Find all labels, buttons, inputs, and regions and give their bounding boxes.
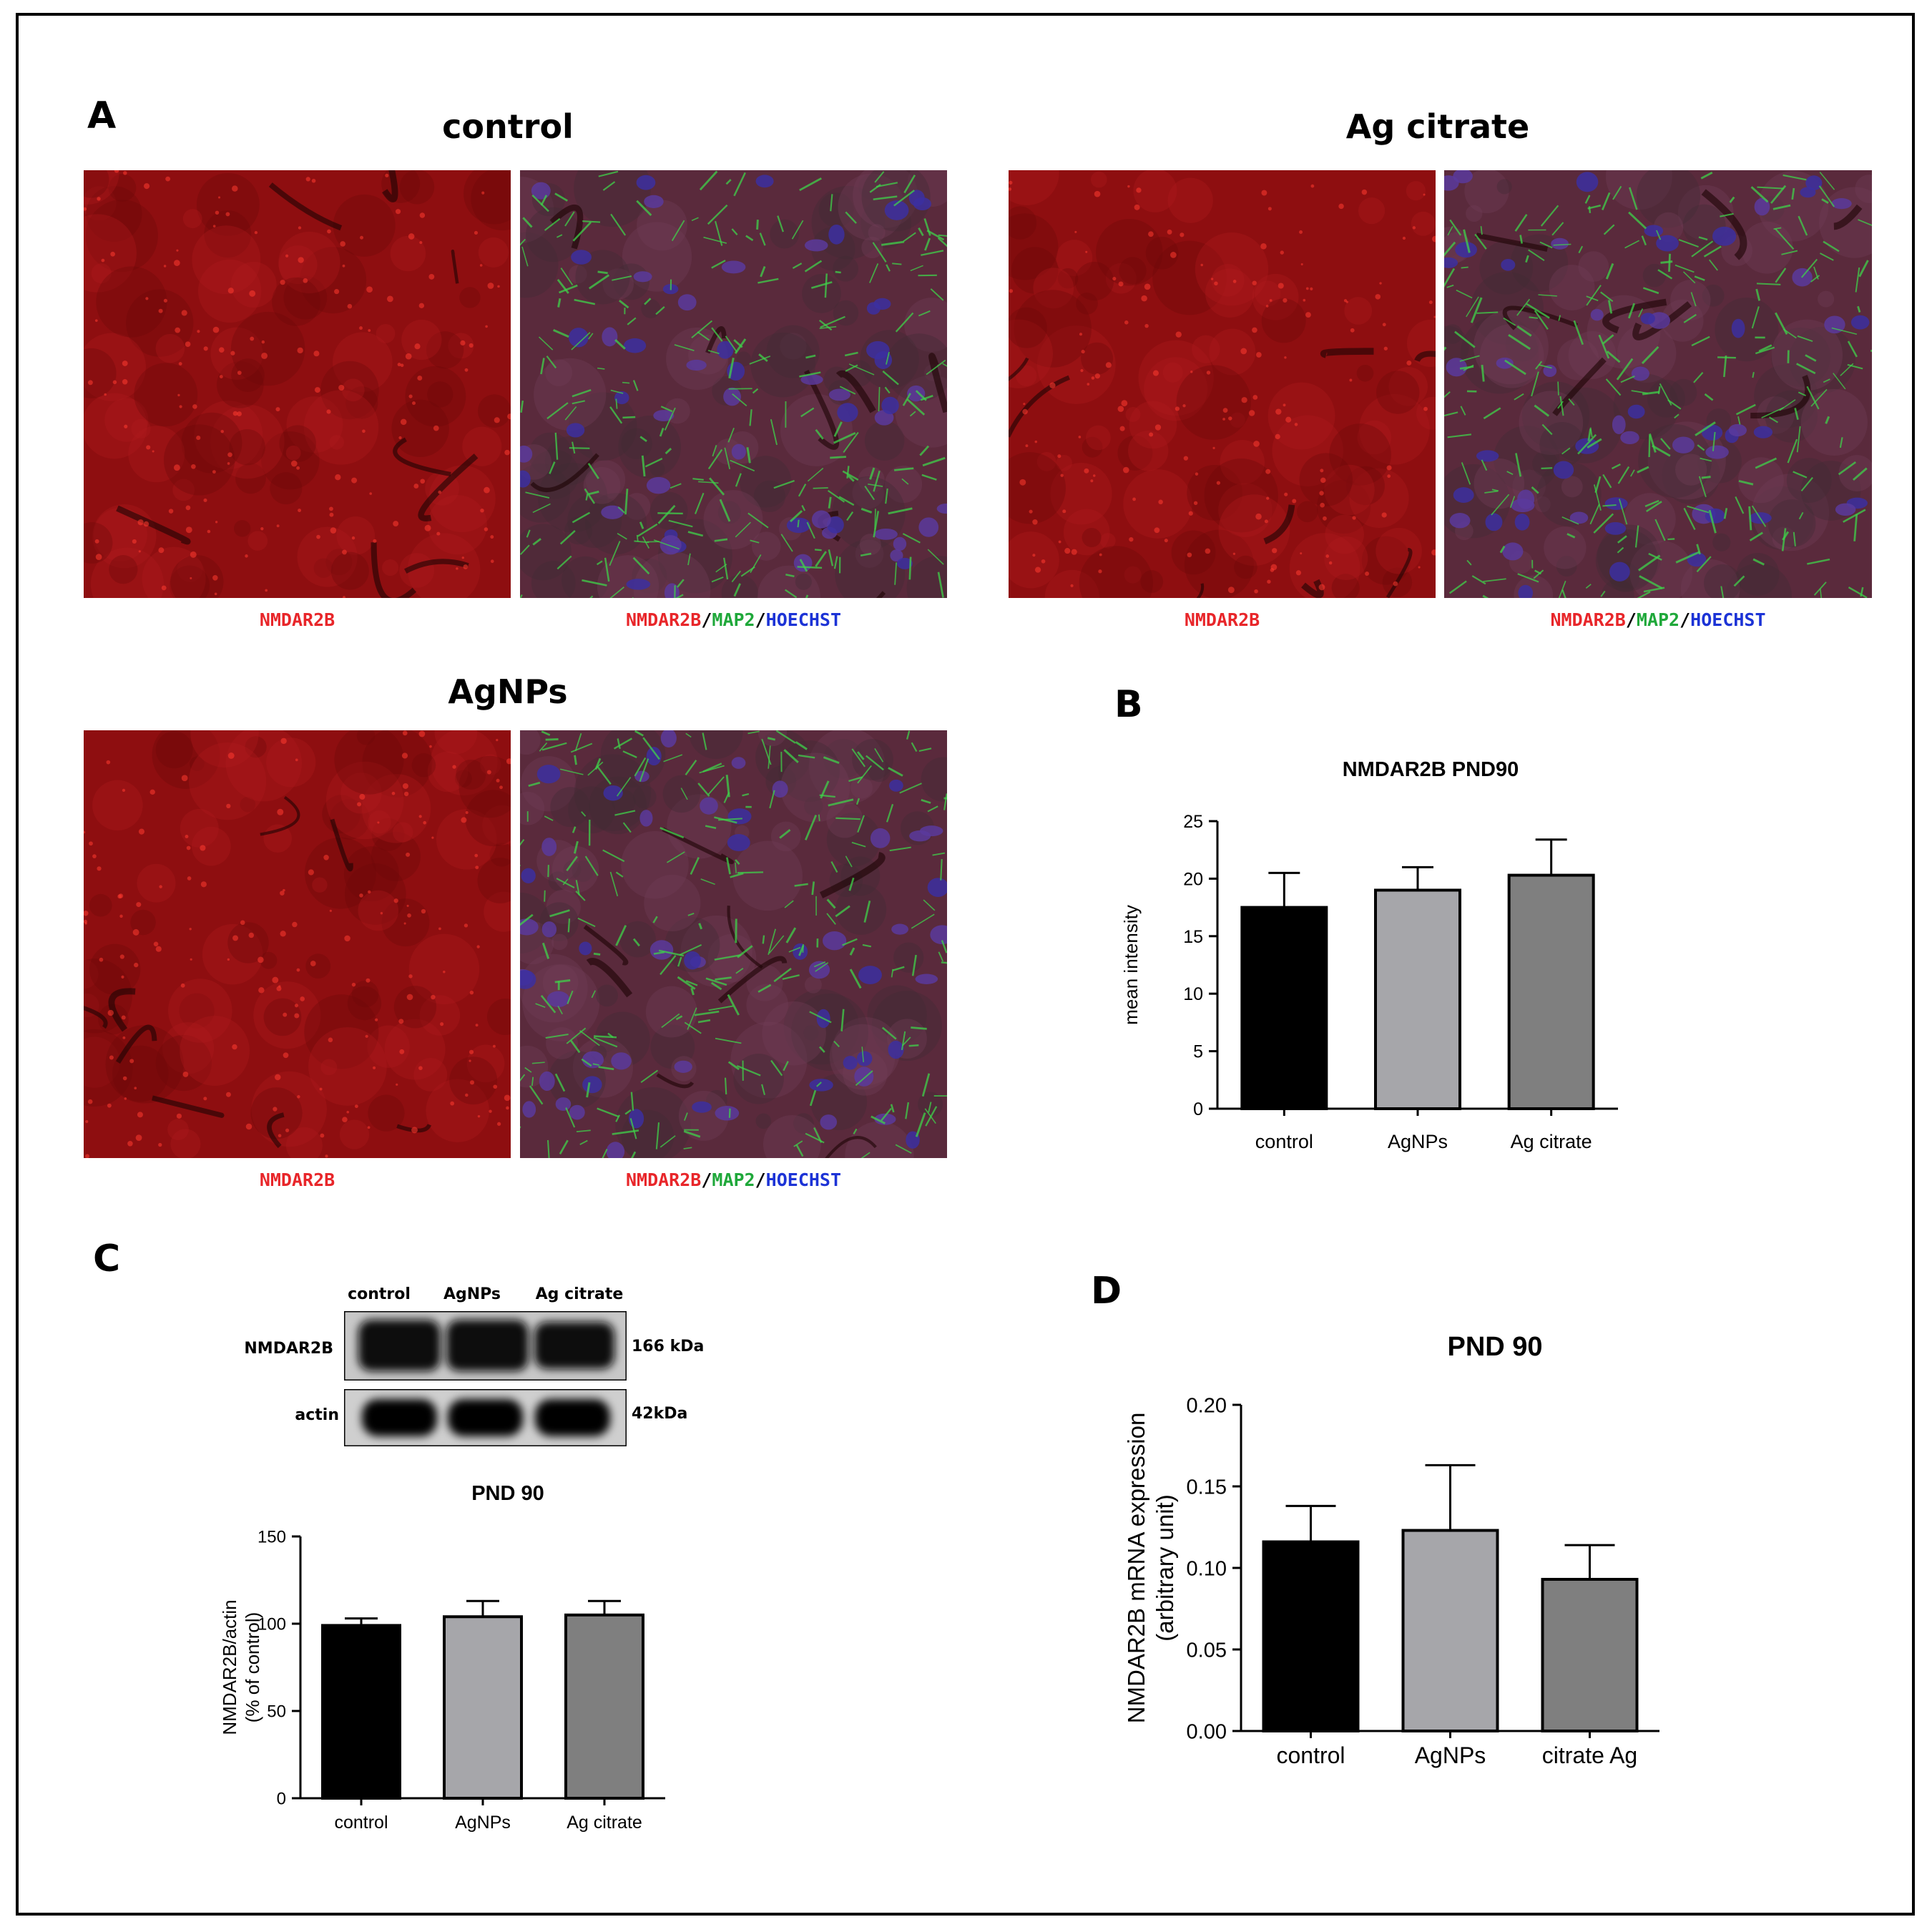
bar [1541, 1577, 1639, 1732]
y-tick-label: 20 [1183, 869, 1203, 889]
y-tick-label: 0 [277, 1790, 286, 1809]
caption-part-nmdar2b: NMDAR2B [1550, 609, 1626, 630]
blot-size-actin: 42kDa [632, 1405, 688, 1423]
micrograph-agnps-nmdar2b [84, 730, 511, 1158]
western-blot-nmdar2b [344, 1311, 627, 1381]
y-tick-label: 15 [1183, 927, 1203, 947]
y-tick-label: 50 [267, 1702, 286, 1722]
blot-band [534, 1322, 614, 1369]
y-tick-label: 0.15 [1187, 1476, 1227, 1499]
panel-letter-b: B [1114, 683, 1143, 726]
micrograph-ag-citrate-nmdar2b [1009, 170, 1436, 598]
y-tick-label: 5 [1193, 1042, 1203, 1062]
blot-band [535, 1399, 610, 1436]
x-tick-label: AgNPs [1415, 1742, 1486, 1768]
bar [321, 1624, 401, 1800]
caption-part-map2: MAP2 [712, 609, 755, 630]
caption-part-hoechst: HOECHST [765, 1170, 842, 1190]
caption-ag-citrate-nmdar2b: NMDAR2B [1184, 609, 1260, 630]
y-tick-label: 25 [1183, 812, 1203, 832]
y-tick-label: 0.05 [1187, 1639, 1227, 1662]
x-tick-label: Ag citrate [567, 1813, 642, 1833]
y-axis-label: NMDAR2B mRNA expression [1123, 1413, 1149, 1724]
blot-band [362, 1399, 437, 1436]
caption-agnps-nmdar2b: NMDAR2B [259, 1170, 335, 1190]
chart-title: PND 90 [471, 1482, 544, 1505]
y-axis-label: NMDAR2B/actin [219, 1599, 240, 1735]
micrograph-ag-citrate-merge [1444, 170, 1872, 598]
caption-part-nmdar2b: NMDAR2B [625, 609, 702, 630]
y-axis-label: (% of control) [242, 1612, 263, 1723]
blot-lane-ag-citrate: Ag citrate [535, 1285, 624, 1303]
caption-ag-citrate-merge: NMDAR2B/MAP2/HOECHST [1444, 609, 1872, 630]
x-tick-label: AgNPs [455, 1813, 511, 1833]
caption-part-map2: MAP2 [1636, 609, 1680, 630]
chart-d: PND 90 0.00 0.05 0.10 0.15 0.20 NMDAR2B mRNA e… [1123, 1332, 1659, 1768]
bar [564, 1613, 644, 1800]
blot-band [448, 1399, 523, 1436]
chart-title: PND 90 [1447, 1332, 1542, 1362]
y-axis-label: (arbitrary unit) [1152, 1494, 1178, 1641]
y-tick-label: 150 [258, 1528, 286, 1547]
figure-border [16, 13, 1915, 1916]
blot-size-nmdar2b: 166 kDa [632, 1338, 705, 1355]
caption-control-nmdar2b: NMDAR2B [259, 609, 335, 630]
y-tick-label: 0.10 [1187, 1557, 1227, 1580]
panel-letter-a: A [87, 94, 117, 137]
caption-separator: / [755, 609, 766, 630]
bar [443, 1615, 523, 1800]
chart-b: NMDAR2B PND90 0 5 10 15 20 25 mean intensity con… [1120, 758, 1618, 1152]
chart-title: NMDAR2B PND90 [1343, 758, 1519, 781]
panel-letter-d: D [1091, 1270, 1122, 1313]
caption-separator: / [1680, 609, 1691, 630]
chart-c: PND 90 0 50 100 150 NMDAR2B/actin (% of contro… [219, 1482, 665, 1833]
group-title-control: control [442, 107, 574, 146]
caption-part-hoechst: HOECHST [1690, 609, 1766, 630]
x-tick-label: AgNPs [1388, 1131, 1448, 1152]
caption-separator: / [1625, 609, 1637, 630]
blot-lane-agnps: AgNPs [443, 1285, 501, 1303]
western-blot-actin [344, 1389, 627, 1446]
y-tick-label: 0.00 [1187, 1720, 1227, 1743]
bar [1374, 888, 1461, 1110]
y-axis-label: mean intensity [1120, 905, 1142, 1025]
caption-separator: / [701, 609, 712, 630]
y-tick-label: 0.20 [1187, 1394, 1227, 1417]
blot-band [446, 1320, 529, 1371]
micrograph-control-merge [520, 170, 947, 598]
y-tick-label: 0 [1193, 1099, 1203, 1119]
caption-separator: / [755, 1170, 766, 1190]
blot-band [358, 1320, 441, 1371]
blot-row-label-nmdar2b: NMDAR2B [244, 1340, 333, 1358]
caption-control-merge: NMDAR2B/MAP2/HOECHST [520, 609, 947, 630]
x-tick-label: control [1255, 1131, 1313, 1152]
group-title-ag-citrate: Ag citrate [1345, 107, 1530, 146]
blot-row-label-actin: actin [295, 1406, 339, 1424]
bar [1401, 1529, 1499, 1732]
group-title-agnps: AgNPs [448, 672, 568, 711]
caption-part-map2: MAP2 [712, 1170, 755, 1190]
x-tick-label: control [1276, 1742, 1345, 1768]
y-tick-label: 10 [1183, 984, 1203, 1004]
x-tick-label: Ag citrate [1511, 1131, 1592, 1152]
bar [1507, 873, 1595, 1111]
x-tick-label: citrate Ag [1542, 1742, 1637, 1768]
x-tick-label: control [334, 1813, 388, 1833]
blot-lane-control: control [348, 1285, 411, 1303]
micrograph-agnps-merge [520, 730, 947, 1158]
bar [1262, 1540, 1360, 1732]
y-tick-label: 100 [258, 1615, 286, 1634]
panel-letter-c: C [93, 1237, 121, 1280]
caption-separator: / [701, 1170, 712, 1190]
caption-agnps-merge: NMDAR2B/MAP2/HOECHST [520, 1170, 947, 1190]
caption-part-nmdar2b: NMDAR2B [625, 1170, 702, 1190]
micrograph-control-nmdar2b [84, 170, 511, 598]
caption-part-hoechst: HOECHST [765, 609, 842, 630]
bar [1240, 906, 1328, 1110]
